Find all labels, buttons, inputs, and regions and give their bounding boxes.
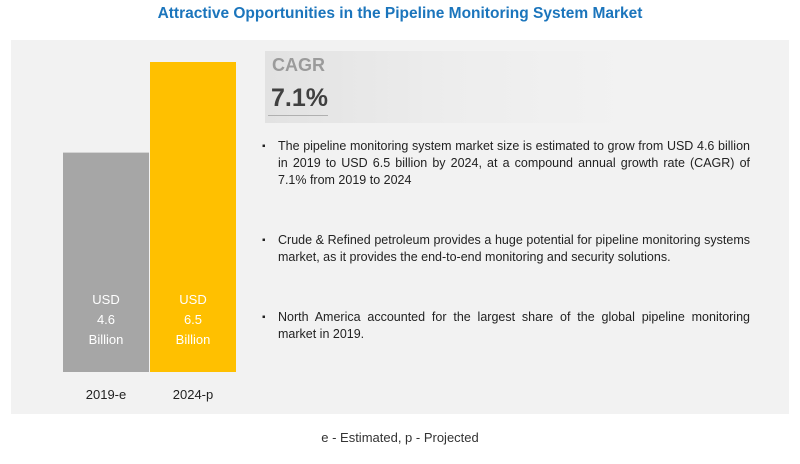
cagr-banner <box>265 51 789 123</box>
bullet-icon: ▪ <box>262 141 266 152</box>
finding-north-america: ▪ North America accounted for the larges… <box>262 309 750 343</box>
page-title: Attractive Opportunities in the Pipeline… <box>157 5 643 22</box>
cagr-label: CAGR <box>272 55 325 75</box>
category-label: 2024-p <box>173 387 213 402</box>
bullet-icon: ▪ <box>262 312 266 323</box>
bar-data-label: 4.6 <box>97 312 115 327</box>
bar-data-label: 6.5 <box>184 312 202 327</box>
bar-data-label: Billion <box>89 332 124 347</box>
finding-text: Crude & Refined petroleum provides a hug… <box>278 233 750 264</box>
cagr-divider <box>268 115 328 116</box>
finding-text: North America accounted for the largest … <box>278 310 750 341</box>
key-findings-list: ▪ The pipeline monitoring system market … <box>262 138 750 343</box>
footnote: e - Estimated, p - Projected <box>321 430 479 445</box>
bar-2024-p <box>150 62 236 372</box>
finding-text: The pipeline monitoring system market si… <box>278 139 750 187</box>
bar-data-label: USD <box>179 292 206 307</box>
bar-data-label: Billion <box>176 332 211 347</box>
category-label: 2019-e <box>86 387 126 402</box>
bar-data-label: USD <box>92 292 119 307</box>
cagr-value: 7.1% <box>271 84 328 112</box>
finding-petroleum: ▪ Crude & Refined petroleum provides a h… <box>262 232 750 266</box>
bar-2019-e <box>63 152 149 372</box>
finding-market-growth: ▪ The pipeline monitoring system market … <box>262 138 750 189</box>
bullet-icon: ▪ <box>262 235 266 246</box>
